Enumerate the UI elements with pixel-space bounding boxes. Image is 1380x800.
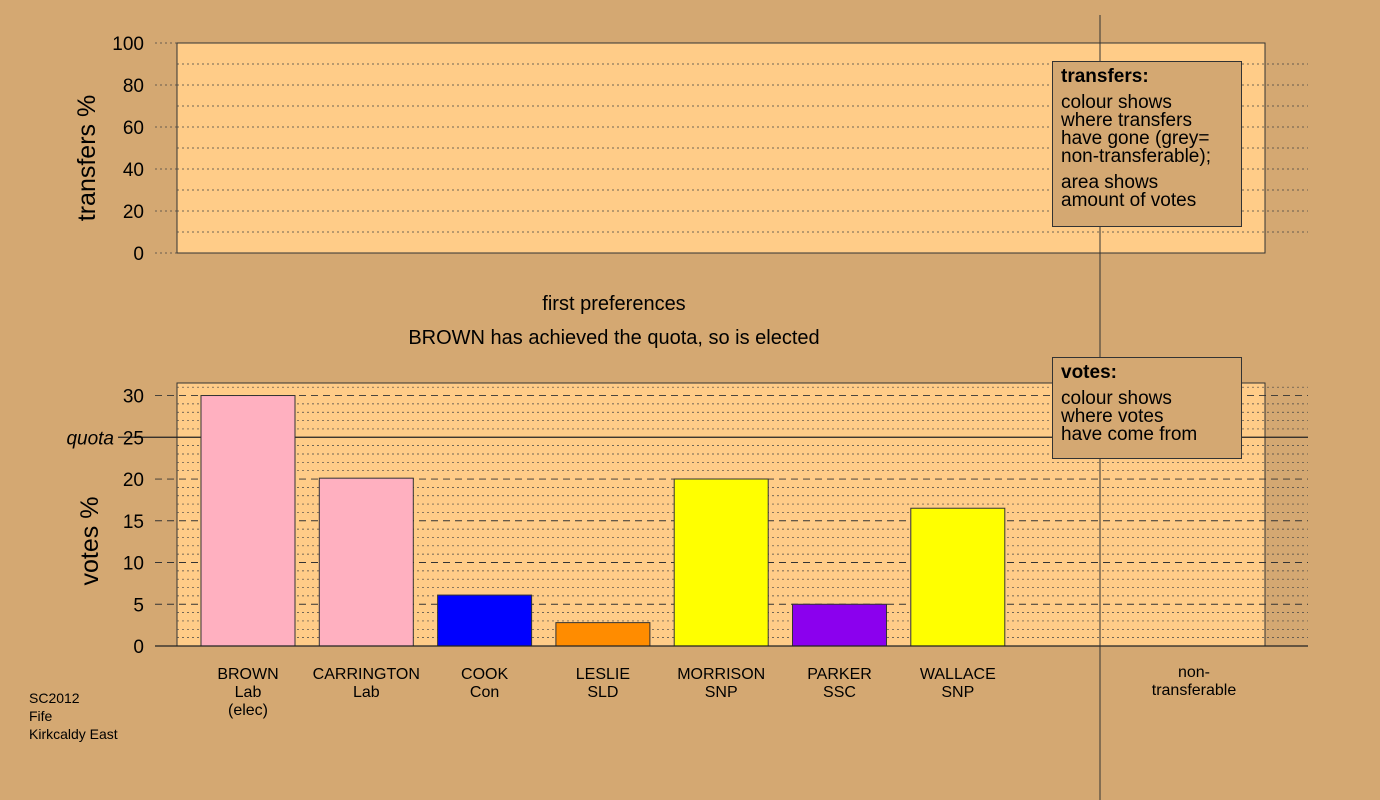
transfers-tick-label: 40 — [123, 160, 144, 181]
bar-parker — [792, 603, 887, 647]
transfers-tick-label: 20 — [123, 202, 144, 223]
non-transferable-label: non-transferable — [1152, 664, 1237, 699]
candidate-label-morrison: MORRISON SNP — [677, 666, 765, 701]
legend-line: where votes — [1061, 406, 1164, 427]
candidate-label-parker: PARKER SSC — [807, 666, 872, 701]
votes-axis-title: votes % — [76, 497, 104, 586]
transfers-axis-title: transfers % — [73, 95, 101, 221]
bar-leslie — [555, 622, 651, 647]
stage-title: first preferences — [542, 293, 685, 315]
candidate-label-wallace: WALLACE SNP — [920, 666, 996, 701]
votes-legend-title: votes: — [1061, 362, 1117, 383]
footer-ward: Kirkcaldy East — [29, 726, 118, 742]
transfers-tick-label: 80 — [123, 76, 144, 97]
transfers-legend-title: transfers: — [1061, 66, 1149, 87]
bar-cook — [437, 594, 533, 647]
transfers-tick-label: 0 — [133, 244, 144, 265]
quota-label: quota — [66, 428, 114, 449]
votes-tick-label: 20 — [123, 470, 144, 491]
votes-tick-label: 10 — [123, 554, 144, 575]
legend-line: colour shows — [1061, 92, 1172, 113]
transfers-legend: transfers: colour shows where transfers … — [1052, 61, 1242, 227]
bar-carrington — [318, 477, 414, 647]
footer-council: Fife — [29, 708, 53, 724]
footer-info: SC2012 Fife Kirkcaldy East — [29, 689, 118, 743]
legend-line: non-transferable); — [1061, 146, 1211, 167]
transfers-tick-label: 100 — [112, 34, 144, 55]
bar-wallace — [910, 507, 1006, 647]
candidate-label-leslie: LESLIE SLD — [576, 666, 630, 701]
votes-tick-label: 25 — [123, 428, 144, 449]
transfers-tick-label: 60 — [123, 118, 144, 139]
bar-morrison — [673, 478, 769, 647]
legend-line: amount of votes — [1061, 190, 1197, 211]
candidate-label-brown: BROWN Lab (elec) — [217, 666, 278, 719]
candidate-label-cook: COOK Con — [461, 666, 508, 701]
votes-tick-label: 0 — [133, 637, 144, 658]
transfers-legend-area-note: area shows amount of votes — [1061, 172, 1233, 211]
transfers-legend-colour-note: colour shows where transfers have gone (… — [1061, 92, 1233, 167]
legend-line: colour shows — [1061, 388, 1172, 409]
stage-message: BROWN has achieved the quota, so is elec… — [408, 327, 819, 349]
votes-tick-label: 30 — [123, 387, 144, 408]
legend-line: where transfers — [1061, 110, 1192, 131]
footer-election: SC2012 — [29, 690, 80, 706]
votes-legend-colour-note: colour shows where votes have come from — [1061, 388, 1233, 445]
votes-tick-label: 5 — [133, 595, 144, 616]
candidate-label-carrington: CARRINGTON Lab — [313, 666, 420, 701]
votes-tick-label: 15 — [123, 512, 144, 533]
legend-line: area shows — [1061, 172, 1159, 193]
bar-brown — [200, 395, 296, 647]
legend-line: have come from — [1061, 424, 1198, 445]
votes-legend: votes: colour shows where votes have com… — [1052, 357, 1242, 459]
legend-line: have gone (grey= — [1061, 128, 1210, 149]
